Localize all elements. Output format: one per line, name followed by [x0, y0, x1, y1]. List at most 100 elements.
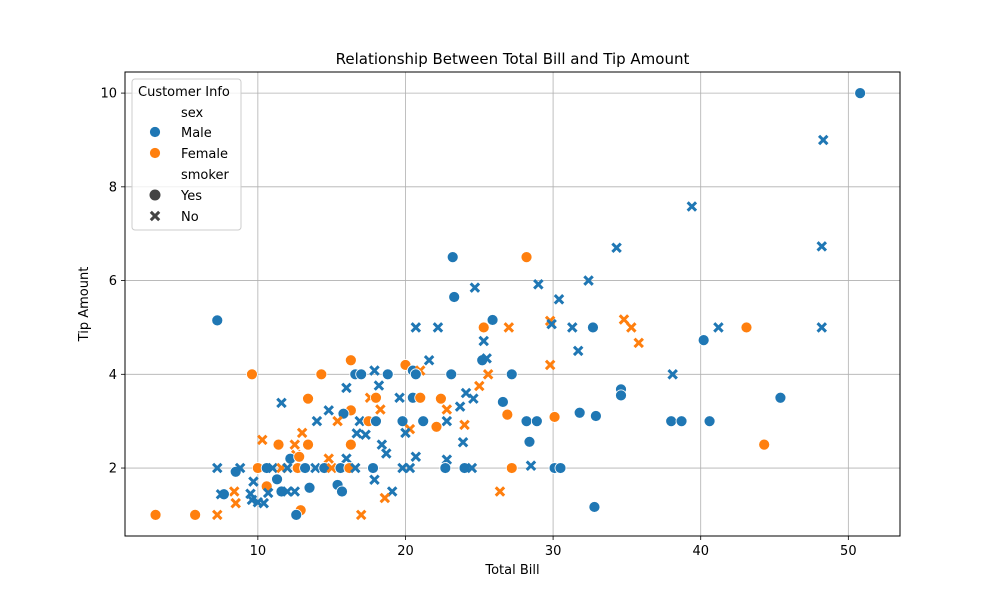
- data-point: [370, 415, 382, 428]
- data-point: [466, 462, 478, 474]
- data-point: [503, 322, 515, 333]
- x-tick-label: 50: [840, 544, 857, 559]
- data-point: [289, 486, 301, 497]
- data-point: [417, 415, 430, 428]
- plot-area: [125, 72, 900, 536]
- data-point: [497, 396, 509, 408]
- data-point: [520, 251, 533, 264]
- data-point: [376, 439, 388, 450]
- data-point: [505, 368, 518, 381]
- data-point: [369, 474, 380, 486]
- data-point: [817, 134, 829, 146]
- data-point: [310, 462, 321, 474]
- data-point: [218, 488, 230, 501]
- data-point: [441, 404, 453, 415]
- data-point: [400, 427, 411, 439]
- data-point: [611, 242, 622, 254]
- data-point: [396, 415, 409, 428]
- y-tick-label: 6: [109, 274, 117, 289]
- data-point: [454, 401, 466, 412]
- data-point: [211, 314, 224, 327]
- data-point: [381, 368, 394, 381]
- data-point: [615, 389, 627, 402]
- data-point: [212, 509, 223, 521]
- legend-female-label: Female: [181, 147, 228, 162]
- data-point: [323, 405, 334, 416]
- plot-frame: [124, 71, 901, 537]
- data-point: [590, 410, 602, 422]
- data-point: [448, 291, 461, 303]
- data-point: [618, 314, 630, 325]
- y-tick-label: 10: [100, 87, 117, 102]
- data-point: [520, 415, 533, 428]
- data-point: [379, 492, 391, 504]
- data-point: [332, 415, 343, 427]
- data-point: [633, 337, 644, 349]
- data-point: [394, 392, 405, 403]
- data-point: [816, 322, 828, 333]
- data-point: [293, 450, 306, 463]
- data-point: [344, 438, 357, 451]
- data-point: [404, 462, 416, 474]
- data-point: [432, 322, 444, 333]
- data-point: [774, 391, 787, 404]
- data-point: [296, 427, 308, 439]
- data-point: [367, 462, 379, 474]
- data-point: [246, 368, 258, 381]
- data-point: [572, 345, 584, 357]
- data-point: [303, 481, 316, 494]
- data-point: [228, 486, 240, 497]
- legend-hue-heading: sex: [181, 106, 204, 121]
- data-point: [697, 334, 710, 346]
- data-point: [544, 359, 556, 371]
- data-point: [355, 509, 367, 521]
- legend-style-heading: smoker: [181, 168, 229, 183]
- data-point: [341, 453, 352, 464]
- data-point: [326, 462, 337, 474]
- data-point: [282, 462, 293, 474]
- data-point: [258, 497, 270, 509]
- data-point: [481, 353, 492, 364]
- data-point: [341, 382, 352, 394]
- data-point: [360, 429, 371, 441]
- data-point: [423, 354, 435, 366]
- data-point: [355, 368, 368, 381]
- data-point: [546, 318, 557, 330]
- data-point: [262, 487, 274, 499]
- data-point: [446, 251, 459, 264]
- data-point: [234, 462, 246, 474]
- data-point: [435, 392, 447, 405]
- data-point: [494, 486, 506, 497]
- data-point: [816, 241, 828, 252]
- data-point: [215, 489, 227, 500]
- data-point: [686, 201, 698, 212]
- data-point: [553, 294, 565, 305]
- legend-yes-marker: [149, 189, 161, 201]
- data-point: [410, 322, 422, 333]
- data-point: [257, 434, 268, 446]
- data-point: [474, 380, 485, 392]
- data-point: [457, 437, 469, 448]
- data-point: [626, 322, 637, 333]
- data-point: [299, 462, 311, 474]
- legend-female-marker: [149, 147, 161, 159]
- data-point: [439, 462, 452, 474]
- data-point: [665, 415, 678, 428]
- data-point: [381, 448, 392, 459]
- x-tick-label: 30: [545, 544, 562, 559]
- data-point: [369, 365, 380, 376]
- data-point: [713, 322, 724, 333]
- legend-no-label: No: [181, 210, 199, 225]
- data-point: [525, 460, 537, 471]
- data-point: [583, 275, 594, 286]
- data-point: [212, 462, 223, 474]
- data-point: [409, 368, 422, 381]
- legend-yes-label: Yes: [180, 189, 202, 204]
- y-tick-label: 8: [109, 180, 117, 195]
- data-point: [149, 509, 162, 521]
- y-axis-label: Tip Amount: [77, 267, 92, 343]
- data-point: [311, 415, 323, 427]
- data-point: [482, 369, 494, 380]
- data-point: [548, 411, 561, 423]
- data-point: [315, 368, 328, 381]
